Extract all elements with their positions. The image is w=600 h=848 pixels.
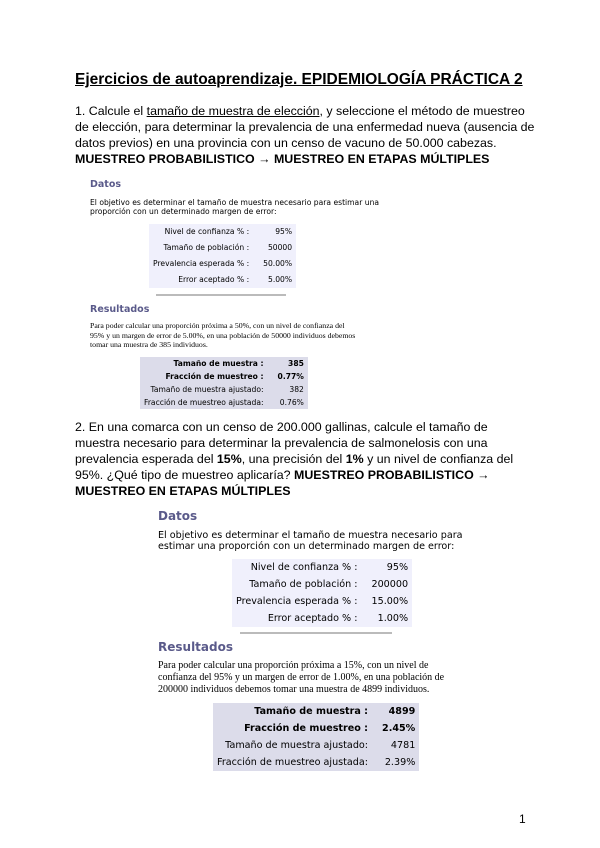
inputs-table: Nivel de confianza % : 95% Tamaño de pobla… [232, 558, 413, 627]
row-label: Error aceptado % : [267, 612, 358, 624]
table-row: Nivel de confianza % : 95% [149, 224, 296, 240]
row-label: Tamaño de población : [163, 243, 250, 252]
q1-link[interactable]: tamaño de muestra de elección [146, 104, 320, 118]
table-row: Error aceptado % : 1.00% [232, 610, 412, 627]
q1-text: 1. Calcule el [75, 104, 147, 118]
question-1: 1. Calcule el tamaño de muestra de elecc… [75, 103, 535, 167]
row-value: 50000 [267, 243, 293, 252]
question-2: 2. En una comarca con un censo de 200.00… [75, 419, 535, 499]
row-value: 2.39% [384, 756, 416, 768]
table-row: Tamaño de muestra : 4899 [213, 703, 419, 720]
row-value: 15.00% [371, 595, 409, 607]
table-row: Nivel de confianza % : 95% [232, 559, 412, 576]
row-value: 95% [275, 227, 293, 236]
calculator-screenshot-1: Datos El objetivo es determinar el tamañ… [90, 179, 380, 409]
resultados-heading: Resultados [158, 639, 233, 654]
row-value: 0.77% [277, 371, 304, 381]
table-row: Prevalencia esperada % : 15.00% [232, 593, 412, 610]
divider [240, 631, 392, 634]
row-value: 1.00% [377, 612, 409, 624]
resultados-text: Para poder calcular una proporción próxi… [90, 321, 356, 349]
row-label: Tamaño de muestra : [254, 705, 369, 717]
q2-prevalence: 15% [216, 451, 242, 466]
row-value: 200000 [371, 578, 409, 590]
resultados-heading: Resultados [90, 304, 150, 315]
table-row: Tamaño de muestra : 385 [140, 357, 308, 370]
row-label: Fracción de muestreo : [165, 371, 264, 381]
table-row: Tamaño de población : 50000 [149, 240, 296, 256]
q2-precision: 1% [345, 451, 364, 466]
table-row: Tamaño de población : 200000 [232, 576, 412, 593]
row-label: Fracción de muestreo ajustada: [217, 756, 369, 768]
q1-text-rest: , y seleccione el método de muestreo de … [75, 104, 535, 150]
results-table: Tamaño de muestra : 4899 Fracción de muest… [213, 702, 420, 771]
divider [156, 294, 286, 296]
q2-text-3: y un nivel de confianza del 95%. ¿Qué ti… [75, 451, 514, 482]
row-label: Tamaño de población : [249, 578, 358, 590]
row-label: Tamaño de muestra ajustado: [150, 384, 264, 394]
datos-intro: El objetivo es determinar el tamaño de m… [90, 198, 380, 216]
table-row: Error aceptado % : 5.00% [149, 272, 296, 288]
datos-intro: El objetivo es determinar el tamaño de m… [158, 529, 463, 552]
row-label: Tamaño de muestra ajustado: [225, 739, 369, 751]
datos-heading: Datos [158, 508, 198, 523]
calculator-screenshot-2: Datos El objetivo es determinar el tamañ… [158, 509, 488, 771]
row-label: Nivel de confianza % : [164, 227, 250, 236]
row-value: 4781 [390, 739, 416, 751]
row-label: Prevalencia esperada % : [153, 259, 250, 268]
q2-answer: MUESTREO PROBABILISTICO → MUESTREO EN ET… [75, 467, 490, 498]
q2-text-2: , una precisión del [241, 451, 346, 466]
row-label: Fracción de muestreo : [244, 722, 369, 734]
table-row: Prevalencia esperada % : 50.00% [149, 256, 296, 272]
table-row: Tamaño de muestra ajustado: 4781 [213, 737, 419, 754]
row-value: 385 [288, 358, 304, 368]
row-value: 5.00% [267, 275, 293, 284]
q1-answer: MUESTREO PROBABILISTICO → MUESTREO EN ET… [75, 152, 490, 166]
table-row: Fracción de muestreo : 0.77% [140, 370, 308, 383]
row-label: Tamaño de muestra : [173, 358, 264, 368]
row-label: Prevalencia esperada % : [236, 595, 358, 607]
row-label: Nivel de confianza % : [250, 561, 358, 573]
row-value: 0.76% [279, 397, 304, 407]
row-value: 4899 [388, 705, 416, 717]
inputs-table: Nivel de confianza % : 95% Tamaño de pobla… [149, 224, 297, 288]
row-value: 382 [289, 384, 304, 394]
resultados-text: Para poder calcular una proporción próxi… [158, 659, 445, 695]
results-table: Tamaño de muestra : 385 Fracción de muestr… [140, 356, 308, 409]
page-title: Ejercicios de autoaprendizaje. EPIDEMIOL… [75, 71, 523, 88]
table-row: Fracción de muestreo ajustada: 2.39% [213, 754, 419, 771]
row-label: Error aceptado % : [178, 275, 250, 284]
row-label: Fracción de muestreo ajustada: [144, 397, 264, 407]
table-row: Fracción de muestreo ajustada: 0.76% [140, 396, 308, 409]
table-row: Fracción de muestreo : 2.45% [213, 720, 419, 737]
row-value: 2.45% [382, 722, 416, 734]
row-value: 95% [386, 561, 409, 573]
row-value: 50.00% [263, 259, 293, 268]
datos-heading: Datos [90, 179, 122, 190]
q2-text: 2. En una comarca con un censo de 200.00… [75, 419, 488, 466]
table-row: Tamaño de muestra ajustado: 382 [140, 383, 308, 396]
page-number: 1 [519, 812, 526, 826]
